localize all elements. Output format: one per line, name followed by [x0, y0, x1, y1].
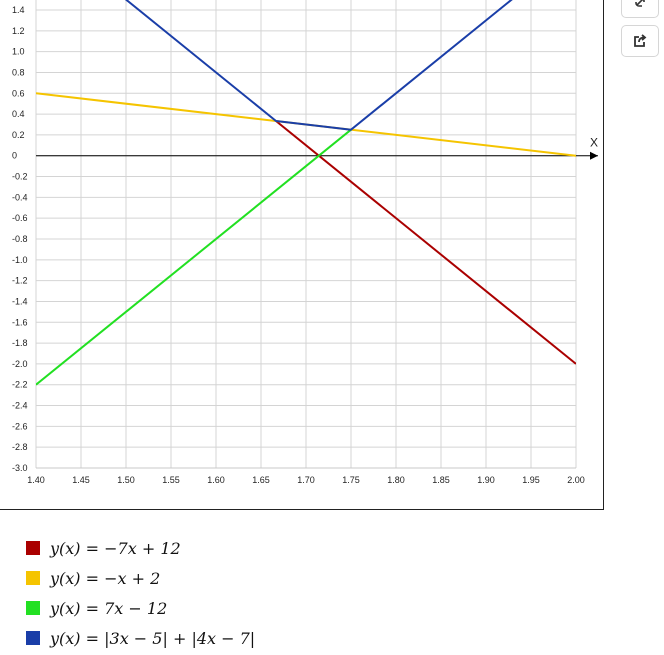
- legend-swatch: [26, 571, 40, 585]
- y-tick-label: 1.2: [12, 26, 25, 36]
- x-tick-label: 1.40: [27, 475, 45, 485]
- y-tick-label: -1.4: [12, 296, 28, 306]
- legend-swatch: [26, 601, 40, 615]
- legend-item: y(x) = |3x − 5| + |4x − 7|: [26, 623, 255, 653]
- y-tick-label: 0.8: [12, 67, 25, 77]
- legend-item: y(x) = −7x + 12: [26, 533, 255, 563]
- y-tick-label: -0.8: [12, 234, 28, 244]
- y-tick-label: -3.0: [12, 463, 28, 473]
- share-button[interactable]: [621, 25, 659, 57]
- series-line: [36, 128, 352, 386]
- y-tick-label: 0.2: [12, 130, 25, 140]
- share-icon: [634, 34, 647, 47]
- legend-label: y(x) = −7x + 12: [50, 538, 181, 558]
- y-tick-label: -2.4: [12, 401, 28, 411]
- x-tick-label: 2.00: [567, 475, 585, 485]
- y-tick-label: 0: [12, 151, 17, 161]
- y-tick-label: -2.0: [12, 359, 28, 369]
- y-tick-label: 0.4: [12, 109, 25, 119]
- legend-label: y(x) = 7x − 12: [50, 598, 168, 618]
- y-tick-label: 1.0: [12, 47, 25, 57]
- y-tick-label: -0.6: [12, 213, 28, 223]
- x-tick-label: 1.90: [477, 475, 495, 485]
- chart: 1.40 1.45 1.50 1.55 1.60 1.65 1.70 1.75 1.80 1.85…: [12, 0, 598, 485]
- series-line: [124, 0, 513, 131]
- y-tick-label: -0.4: [12, 192, 28, 202]
- y-tick-label: -1.6: [12, 317, 28, 327]
- legend-label: y(x) = −x + 2: [50, 568, 161, 588]
- x-axis-label: X: [590, 136, 598, 150]
- legend-label: y(x) = |3x − 5| + |4x − 7|: [50, 628, 256, 648]
- y-tick-label: 0.6: [12, 88, 25, 98]
- y-tick-label: -2.8: [12, 442, 28, 452]
- y-tick-label: -2.2: [12, 380, 28, 390]
- plot-frame: 1.40 1.45 1.50 1.55 1.60 1.65 1.70 1.75 1.80 1.85…: [0, 0, 604, 510]
- legend-item: y(x) = −x + 2: [26, 563, 255, 593]
- x-tick-label: 1.65: [252, 475, 270, 485]
- legend-item: y(x) = 7x − 12: [26, 593, 255, 623]
- y-tick-label: -2.6: [12, 421, 28, 431]
- x-tick-label: 1.85: [432, 475, 450, 485]
- y-tick-label: -0.2: [12, 172, 28, 182]
- x-tick-label: 1.80: [387, 475, 405, 485]
- x-tick-label: 1.95: [522, 475, 540, 485]
- legend: y(x) = −7x + 12 y(x) = −x + 2 y(x) = 7x …: [26, 533, 255, 653]
- link-button[interactable]: [621, 0, 659, 18]
- x-tick-label: 1.60: [207, 475, 225, 485]
- y-tick-label: -1.2: [12, 276, 28, 286]
- link-icon: [635, 0, 645, 7]
- x-tick-label: 1.70: [297, 475, 315, 485]
- x-axis-arrow: [590, 151, 598, 160]
- x-tick-label: 1.50: [117, 475, 135, 485]
- x-tick-label: 1.45: [72, 475, 90, 485]
- legend-swatch: [26, 631, 40, 645]
- x-tick-label: 1.75: [342, 475, 360, 485]
- legend-swatch: [26, 541, 40, 555]
- series-line: [275, 120, 576, 365]
- y-tick-label: -1.8: [12, 338, 28, 348]
- y-tick-label: -1.0: [12, 255, 28, 265]
- x-tick-label: 1.55: [162, 475, 180, 485]
- y-tick-label: 1.4: [12, 5, 25, 15]
